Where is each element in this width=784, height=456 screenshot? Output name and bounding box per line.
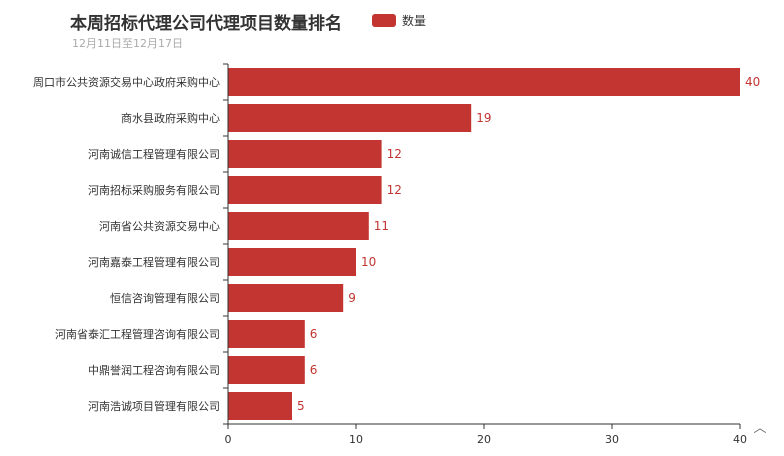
bar-value-label: 10 [361, 255, 376, 269]
bar-value-label: 6 [310, 363, 318, 377]
x-tick-label: 0 [225, 433, 232, 446]
bar-value-label: 6 [310, 327, 318, 341]
bar[interactable] [228, 104, 472, 132]
bar[interactable] [228, 392, 292, 420]
bar[interactable] [228, 176, 382, 204]
bar[interactable] [228, 284, 344, 312]
bar[interactable] [228, 320, 305, 348]
y-tick-label: 周口市公共资源交易中心政府采购中心 [33, 75, 220, 89]
bar[interactable] [228, 140, 382, 168]
legend[interactable]: 数量 [372, 12, 426, 29]
y-tick-label: 河南诚信工程管理有限公司 [88, 147, 220, 161]
y-tick-label: 中鼎誉润工程咨询有限公司 [88, 363, 220, 377]
x-tick-label: 20 [477, 433, 491, 446]
y-tick-label: 河南嘉泰工程管理有限公司 [88, 255, 220, 269]
x-tick-label: 10 [349, 433, 363, 446]
bar[interactable] [228, 212, 369, 240]
y-tick-label: 恒信咨询管理有限公司 [110, 291, 220, 305]
bar-value-label: 11 [374, 219, 389, 233]
y-tick-label: 河南招标采购服务有限公司 [88, 183, 220, 197]
bar-value-label: 12 [387, 183, 402, 197]
bar-value-label: 40 [745, 75, 760, 89]
y-tick-label: 河南省泰汇工程管理咨询有限公司 [55, 327, 220, 341]
y-tick-label: 商水县政府采购中心 [121, 111, 220, 125]
bar-value-label: 19 [476, 111, 491, 125]
bar-value-label: 5 [297, 399, 305, 413]
bar[interactable] [228, 248, 356, 276]
y-tick-label: 河南浩诚项目管理有限公司 [88, 399, 220, 413]
y-tick-label: 河南省公共资源交易中心 [99, 219, 220, 233]
x-tick-label: 40 [733, 433, 747, 446]
bar-value-label: 9 [348, 291, 356, 305]
chart-subtitle: 12月11日至12月17日 [72, 37, 183, 50]
x-tick-label: 30 [605, 433, 619, 446]
legend-swatch [372, 14, 396, 27]
chevron-up-icon[interactable]: ︿ [753, 421, 766, 436]
bar-value-label: 12 [387, 147, 402, 161]
bar[interactable] [228, 356, 305, 384]
chart-title: 本周招标代理公司代理项目数量排名 [70, 14, 342, 34]
legend-label: 数量 [402, 14, 427, 28]
bar[interactable] [228, 68, 740, 96]
